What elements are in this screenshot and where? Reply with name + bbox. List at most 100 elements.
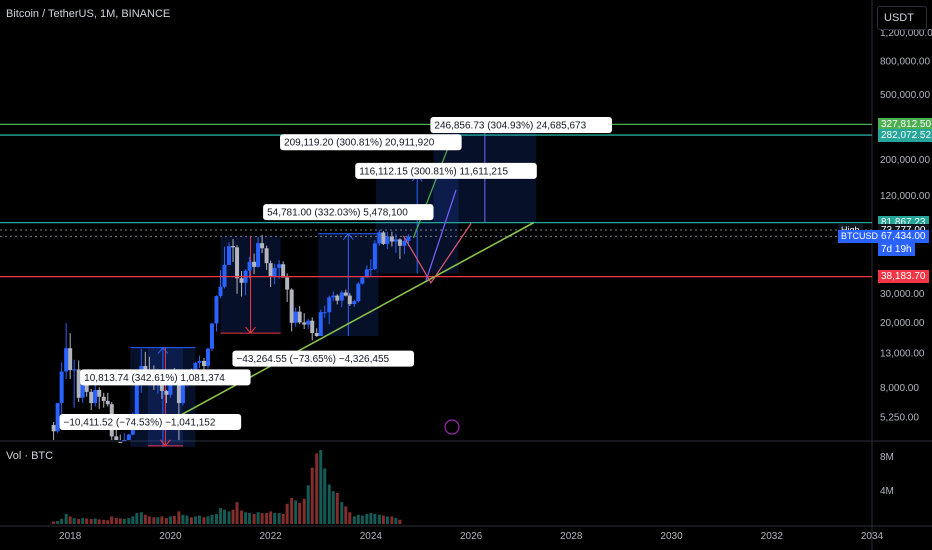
candle-body bbox=[397, 239, 402, 246]
candle-body bbox=[205, 348, 210, 367]
candle-body bbox=[343, 292, 348, 296]
price-axis-label: 38,183.70 bbox=[878, 270, 929, 284]
candle-body bbox=[360, 277, 365, 284]
volume-bar bbox=[356, 514, 360, 524]
candle-body bbox=[239, 278, 244, 283]
measure-label: 54,781.00 (332.03%) 5,478,100 bbox=[263, 204, 434, 221]
measure-label: 209,119.20 (300.81%) 20,911,920 bbox=[280, 134, 462, 151]
volume-bar bbox=[214, 513, 218, 524]
volume-bar bbox=[348, 512, 352, 524]
volume-bar bbox=[223, 509, 227, 524]
volume-bar bbox=[97, 519, 101, 524]
candle-body bbox=[331, 295, 336, 298]
volume-bar bbox=[344, 506, 348, 524]
volume-bar bbox=[197, 515, 201, 524]
candle-body bbox=[55, 403, 60, 432]
candle-body bbox=[314, 333, 319, 337]
volume-bar bbox=[277, 513, 281, 524]
volume-bar bbox=[390, 516, 394, 524]
candle-body bbox=[89, 391, 94, 404]
candle-body bbox=[134, 382, 139, 417]
volume-bar bbox=[139, 512, 143, 524]
y-tick-label: 30,000.00 bbox=[880, 289, 925, 300]
candle-body bbox=[218, 286, 223, 297]
candle-body bbox=[114, 436, 119, 440]
price-axis-label: 282,072.52 bbox=[878, 128, 932, 142]
volume-bar bbox=[89, 518, 93, 524]
volume-legend[interactable]: Vol · BTC bbox=[6, 450, 54, 462]
candle-body bbox=[318, 312, 323, 337]
candle-body bbox=[302, 322, 307, 325]
measure-label-box bbox=[430, 117, 612, 134]
price-axis-label: 327,812.50 bbox=[878, 117, 932, 131]
measure-label-text: 54,781.00 (332.03%) 5,478,100 bbox=[267, 208, 408, 219]
candle-body bbox=[322, 312, 327, 314]
volume-bar bbox=[131, 516, 135, 524]
axes-layer: 1,200,000.00 800,000.00 500,000.00 200,000.… bbox=[59, 28, 932, 542]
measure-label-box bbox=[80, 369, 251, 386]
volume-bar bbox=[135, 513, 139, 524]
candle-body bbox=[80, 377, 85, 398]
candle-body bbox=[180, 382, 185, 404]
volume-bar bbox=[240, 510, 244, 524]
candle-body bbox=[277, 264, 282, 268]
x-tick-label: 2024 bbox=[360, 531, 383, 542]
candle-body bbox=[105, 400, 110, 405]
volume-bar bbox=[331, 491, 335, 524]
candle-body bbox=[59, 371, 64, 404]
volume-bar bbox=[202, 517, 206, 524]
measure-label-box bbox=[355, 162, 537, 179]
candle-body bbox=[260, 243, 265, 249]
volume-bar bbox=[168, 516, 172, 524]
volume-bar bbox=[360, 515, 364, 524]
candle-body bbox=[256, 243, 261, 267]
candle-body bbox=[297, 311, 302, 323]
measure-label-text: −43,264.55 (−73.65%) −4,326,455 bbox=[236, 354, 389, 365]
symbol-title[interactable]: Bitcoin / TetherUS, 1M, BINANCE bbox=[6, 8, 171, 20]
price-label-countdown: 7d 19h bbox=[878, 242, 915, 256]
volume-bar bbox=[106, 520, 110, 524]
x-tick-label: 2018 bbox=[59, 531, 82, 542]
volume-bar bbox=[172, 516, 176, 524]
volume-bar bbox=[381, 515, 385, 524]
y-tick-label: 500,000.00 bbox=[880, 90, 930, 101]
y-tick-label: 13,000.00 bbox=[880, 348, 925, 359]
candle-body bbox=[381, 232, 386, 244]
volume-bar bbox=[60, 518, 64, 524]
currency-selector[interactable]: USDT bbox=[877, 6, 927, 30]
volume-bar bbox=[315, 453, 319, 524]
candle-body bbox=[327, 297, 332, 313]
candle-body bbox=[252, 261, 257, 267]
volume-bar bbox=[206, 516, 210, 524]
measure-label: 10,813.74 (342.61%) 1,081,374 bbox=[80, 369, 251, 386]
candle-body bbox=[68, 348, 73, 371]
measure-label-text: 116,112.15 (300.81%) 11,611,215 bbox=[359, 166, 508, 177]
volume-bar bbox=[143, 514, 147, 524]
volume-bar bbox=[285, 503, 289, 524]
candle-body bbox=[272, 267, 277, 277]
volume-bar bbox=[85, 518, 89, 524]
candle-body bbox=[97, 389, 102, 397]
y-tick-label: 5,250.00 bbox=[880, 413, 919, 424]
y-tick-label: 120,000.00 bbox=[880, 191, 930, 202]
measure-label-text: −10,411.52 (−74.53%) −1,041,152 bbox=[64, 418, 216, 429]
volume-tick-label: 8M bbox=[880, 452, 894, 463]
volume-bar bbox=[164, 518, 168, 524]
candle-body bbox=[335, 295, 340, 301]
measure-labels-layer: 10,813.74 (342.61%) 1,081,374 −10,411.52 … bbox=[59, 117, 612, 430]
volume-bar bbox=[64, 513, 68, 524]
volume-bar bbox=[340, 502, 344, 524]
candle-body bbox=[231, 246, 236, 248]
candle-body bbox=[214, 296, 219, 324]
volume-bar bbox=[185, 515, 189, 524]
candle-body bbox=[289, 289, 294, 323]
volume-bar bbox=[156, 517, 160, 524]
volume-bar bbox=[398, 519, 402, 524]
measure-label: −10,411.52 (−74.53%) −1,041,152 bbox=[59, 414, 242, 430]
volume-bar bbox=[369, 513, 373, 524]
volume-bar bbox=[81, 518, 85, 524]
candle-body bbox=[293, 311, 298, 323]
candle-body bbox=[164, 390, 169, 395]
